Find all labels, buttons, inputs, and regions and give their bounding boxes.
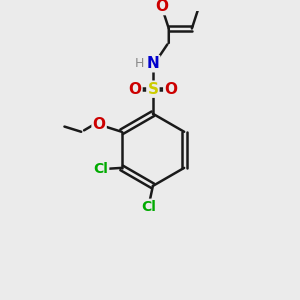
Text: O: O: [164, 82, 177, 97]
Text: Cl: Cl: [141, 200, 156, 214]
Text: O: O: [155, 0, 168, 14]
Text: H: H: [135, 57, 145, 70]
Text: N: N: [146, 56, 159, 71]
Text: Cl: Cl: [93, 162, 108, 176]
Text: O: O: [93, 117, 106, 132]
Text: S: S: [147, 82, 158, 97]
Text: O: O: [128, 82, 142, 97]
